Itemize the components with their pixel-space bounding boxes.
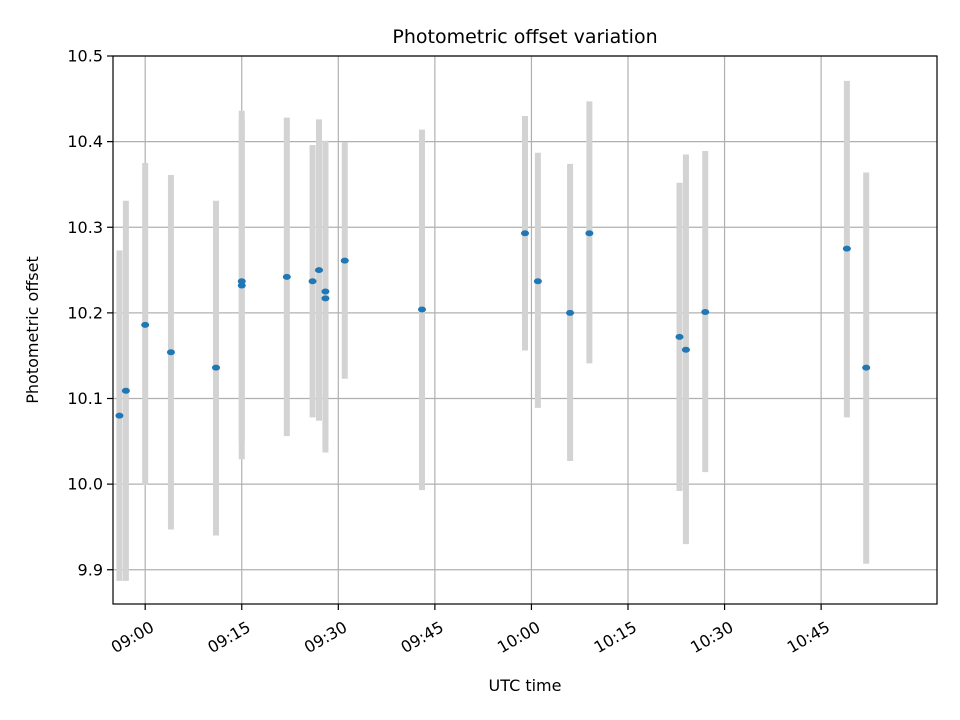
plot-frame (112, 55, 938, 605)
y-tick-label: 10.1 (67, 389, 103, 408)
x-tick-label: 10:30 (687, 617, 736, 657)
x-tick-label: 09:30 (301, 617, 350, 657)
data-point (701, 309, 710, 316)
x-tick-label: 09:00 (108, 617, 157, 657)
x-tick-label: 09:15 (204, 617, 253, 657)
data-point (141, 321, 150, 328)
data-point (121, 387, 130, 394)
data-point (842, 245, 851, 252)
data-point (521, 230, 529, 237)
data-point (340, 257, 349, 264)
y-tick-label: 10.0 (67, 475, 103, 494)
error-bars (116, 80, 870, 581)
data-point (585, 230, 594, 237)
x-tick-label: 10:45 (784, 617, 833, 657)
data-point (308, 278, 317, 285)
data-point (282, 273, 291, 280)
data-point (566, 309, 575, 316)
chart-title: Photometric offset variation (392, 26, 657, 48)
y-tick-label: 9.9 (78, 560, 103, 579)
data-point (321, 295, 330, 302)
data-point (237, 282, 246, 289)
x-tick-label: 09:45 (397, 617, 446, 657)
data-point (418, 306, 426, 313)
data-point (166, 349, 175, 356)
data-point (862, 364, 871, 371)
data-point (212, 364, 220, 371)
data-point (237, 278, 246, 285)
data-point (321, 288, 330, 295)
x-axis-label: UTC time (489, 676, 562, 695)
y-tick-label: 10.3 (67, 218, 103, 237)
y-tick-label: 10.5 (67, 47, 103, 66)
axis-ticks: 09:00 09:15 09:30 09:45 10:00 10:15 10:30 10:45… (67, 47, 833, 657)
y-tick-label: 10.4 (67, 132, 103, 151)
data-point (115, 412, 124, 419)
data-point (681, 346, 690, 353)
x-tick-label: 10:15 (591, 617, 640, 657)
data-point (675, 333, 684, 340)
x-tick-label: 10:00 (494, 617, 543, 657)
data-points (115, 230, 871, 419)
data-point (533, 278, 542, 285)
y-axis-label: Photometric offset (23, 256, 42, 404)
data-point (315, 267, 323, 274)
y-tick-label: 10.2 (67, 303, 103, 322)
